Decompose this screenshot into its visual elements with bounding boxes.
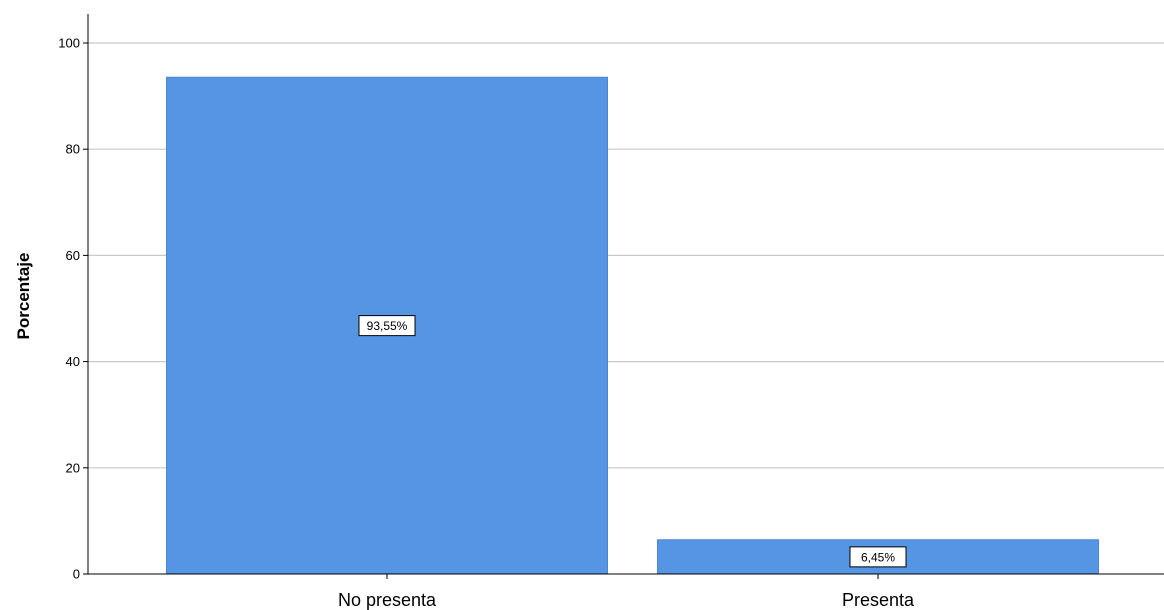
y-tick-label: 80 (66, 142, 80, 157)
axes: No presenta Presenta 0 20 40 60 80 100 (58, 14, 1164, 610)
y-tick-label: 0 (73, 567, 80, 582)
data-labels: 93,55% 6,45% (358, 315, 907, 568)
y-tick-label: 100 (58, 36, 80, 51)
data-label-box (358, 315, 416, 337)
data-label: 6,45% (861, 550, 895, 564)
y-tick-label: 20 (66, 460, 80, 475)
y-tick-label: 40 (66, 354, 80, 369)
data-label: 93,55% (367, 319, 408, 333)
x-tick-label: Presenta (842, 590, 915, 610)
y-tick-label: 60 (66, 248, 80, 263)
y-axis-label: Porcentaje (14, 253, 33, 340)
x-tick-label: No presenta (338, 590, 437, 610)
data-label-box (849, 546, 907, 568)
bars (166, 76, 1099, 575)
